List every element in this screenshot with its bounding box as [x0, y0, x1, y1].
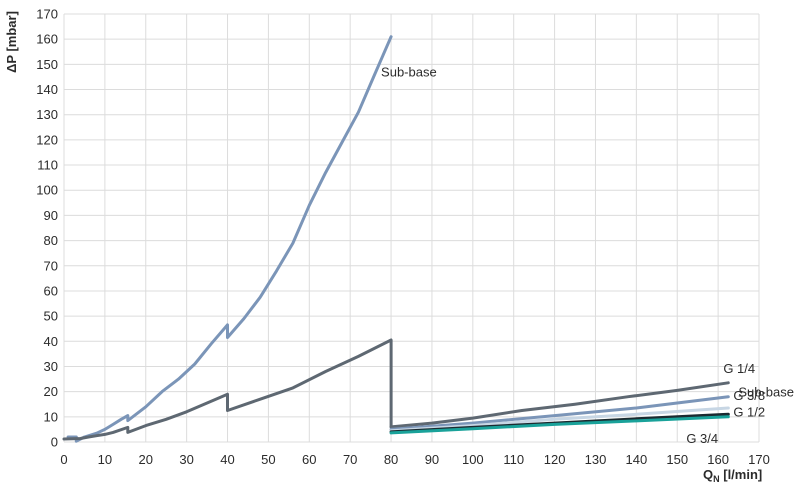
series-line-1: [62, 338, 393, 441]
y-axis-label: ΔP [mbar]: [4, 11, 19, 73]
y-tick-label: 80: [44, 233, 58, 248]
y-tick-label: 20: [44, 384, 58, 399]
y-tick-label: 0: [51, 435, 58, 450]
x-tick-label: 80: [384, 452, 398, 467]
series-line-4: [389, 406, 730, 433]
y-tick-label: 90: [44, 208, 58, 223]
y-tick-label: 120: [36, 132, 58, 147]
x-tick-label: 40: [220, 452, 234, 467]
x-tick-label: 20: [139, 452, 153, 467]
y-tick-label: 40: [44, 334, 58, 349]
x-tick-label: 10: [98, 452, 112, 467]
x-tick-label: 150: [666, 452, 688, 467]
x-tick-label: 60: [302, 452, 316, 467]
x-axis-label-subscript: N: [713, 474, 720, 484]
y-tick-label: 70: [44, 258, 58, 273]
x-tick-label: 90: [425, 452, 439, 467]
series-line-6: [389, 415, 730, 435]
series-label-2: G 1/4: [723, 361, 755, 376]
series-line-2: [389, 381, 730, 429]
series-line-0: [66, 35, 393, 443]
y-tick-label: 60: [44, 283, 58, 298]
y-tick-labels: 0 10 20 30 40 50 60 70 80 90 100 110 120 130 140 150 160…: [36, 7, 58, 450]
y-tick-label: 10: [44, 409, 58, 424]
series-label-6: G 3/4: [686, 431, 718, 446]
x-tick-label: 100: [462, 452, 484, 467]
y-tick-label: 160: [36, 32, 58, 47]
grid-layer: [63, 13, 760, 443]
series-label-3: Sub-base: [738, 385, 794, 400]
series-label-0: Sub-base: [381, 65, 437, 80]
series-layer: [62, 35, 730, 443]
y-tick-label: 100: [36, 183, 58, 198]
x-tick-label: 130: [585, 452, 607, 467]
x-tick-label: 140: [626, 452, 648, 467]
series-label-4: G 3/8: [733, 388, 765, 403]
y-tick-label: 150: [36, 57, 58, 72]
x-tick-labels: 0 10 20 30 40 50 60 70 80 90 100 110 120 130 140 150 160…: [60, 452, 769, 467]
y-tick-label: 110: [37, 158, 58, 173]
x-axis-label: QN [l/min]: [703, 467, 762, 484]
series-label-5: G 1/2: [733, 404, 765, 419]
x-tick-label: 0: [60, 452, 67, 467]
x-tick-label: 120: [544, 452, 566, 467]
x-axis-label-main: Q: [703, 467, 713, 482]
y-tick-label: 30: [44, 359, 58, 374]
y-tick-label: 50: [44, 309, 58, 324]
x-tick-label: 70: [343, 452, 357, 467]
y-tick-label: 130: [36, 107, 58, 122]
x-axis-label-unit: [l/min]: [720, 467, 763, 482]
x-tick-label: 170: [748, 452, 770, 467]
y-tick-label: 170: [36, 7, 58, 22]
x-tick-label: 160: [707, 452, 729, 467]
y-tick-label: 140: [36, 82, 58, 97]
x-tick-label: 110: [503, 452, 524, 467]
x-tick-label: 30: [179, 452, 193, 467]
x-tick-label: 50: [261, 452, 275, 467]
series-line-3: [389, 395, 730, 431]
